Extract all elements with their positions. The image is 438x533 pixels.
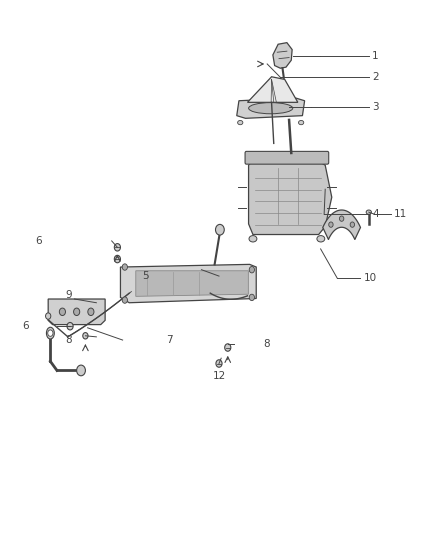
Ellipse shape [317, 236, 325, 242]
Circle shape [215, 224, 224, 235]
Ellipse shape [299, 120, 304, 125]
Circle shape [122, 264, 127, 270]
Circle shape [77, 365, 85, 376]
Polygon shape [247, 77, 298, 102]
Ellipse shape [46, 327, 54, 339]
Text: 3: 3 [372, 102, 379, 111]
FancyBboxPatch shape [245, 151, 328, 164]
Text: 8: 8 [66, 335, 72, 345]
Circle shape [122, 297, 127, 303]
Circle shape [249, 294, 254, 301]
Text: 8: 8 [263, 339, 269, 349]
Text: 2: 2 [372, 72, 379, 82]
Circle shape [216, 360, 222, 367]
Circle shape [67, 322, 73, 330]
Circle shape [350, 222, 354, 227]
Text: 9: 9 [66, 290, 72, 300]
Polygon shape [249, 160, 332, 235]
Circle shape [88, 308, 94, 316]
Text: 6: 6 [35, 236, 42, 246]
Polygon shape [273, 43, 292, 68]
Text: 10: 10 [364, 273, 377, 283]
Circle shape [114, 244, 120, 251]
Polygon shape [136, 271, 248, 296]
Text: 5: 5 [142, 271, 149, 281]
Text: 6: 6 [22, 321, 28, 331]
Text: 4: 4 [372, 209, 379, 219]
Polygon shape [323, 210, 360, 239]
Text: 7: 7 [166, 335, 173, 345]
Polygon shape [48, 299, 105, 325]
Circle shape [74, 308, 80, 316]
Circle shape [225, 344, 231, 351]
Ellipse shape [366, 210, 371, 214]
Text: 1: 1 [372, 51, 379, 61]
Ellipse shape [249, 236, 257, 242]
Circle shape [46, 313, 51, 319]
Circle shape [48, 330, 53, 336]
Text: 12: 12 [212, 371, 226, 381]
Circle shape [83, 333, 88, 339]
Text: 11: 11 [394, 209, 407, 219]
Polygon shape [237, 98, 305, 118]
Polygon shape [120, 264, 256, 303]
Circle shape [249, 266, 254, 273]
Ellipse shape [249, 103, 293, 114]
Ellipse shape [237, 120, 243, 125]
Circle shape [114, 255, 120, 263]
Circle shape [339, 216, 344, 221]
Circle shape [59, 308, 65, 316]
Circle shape [329, 222, 333, 227]
